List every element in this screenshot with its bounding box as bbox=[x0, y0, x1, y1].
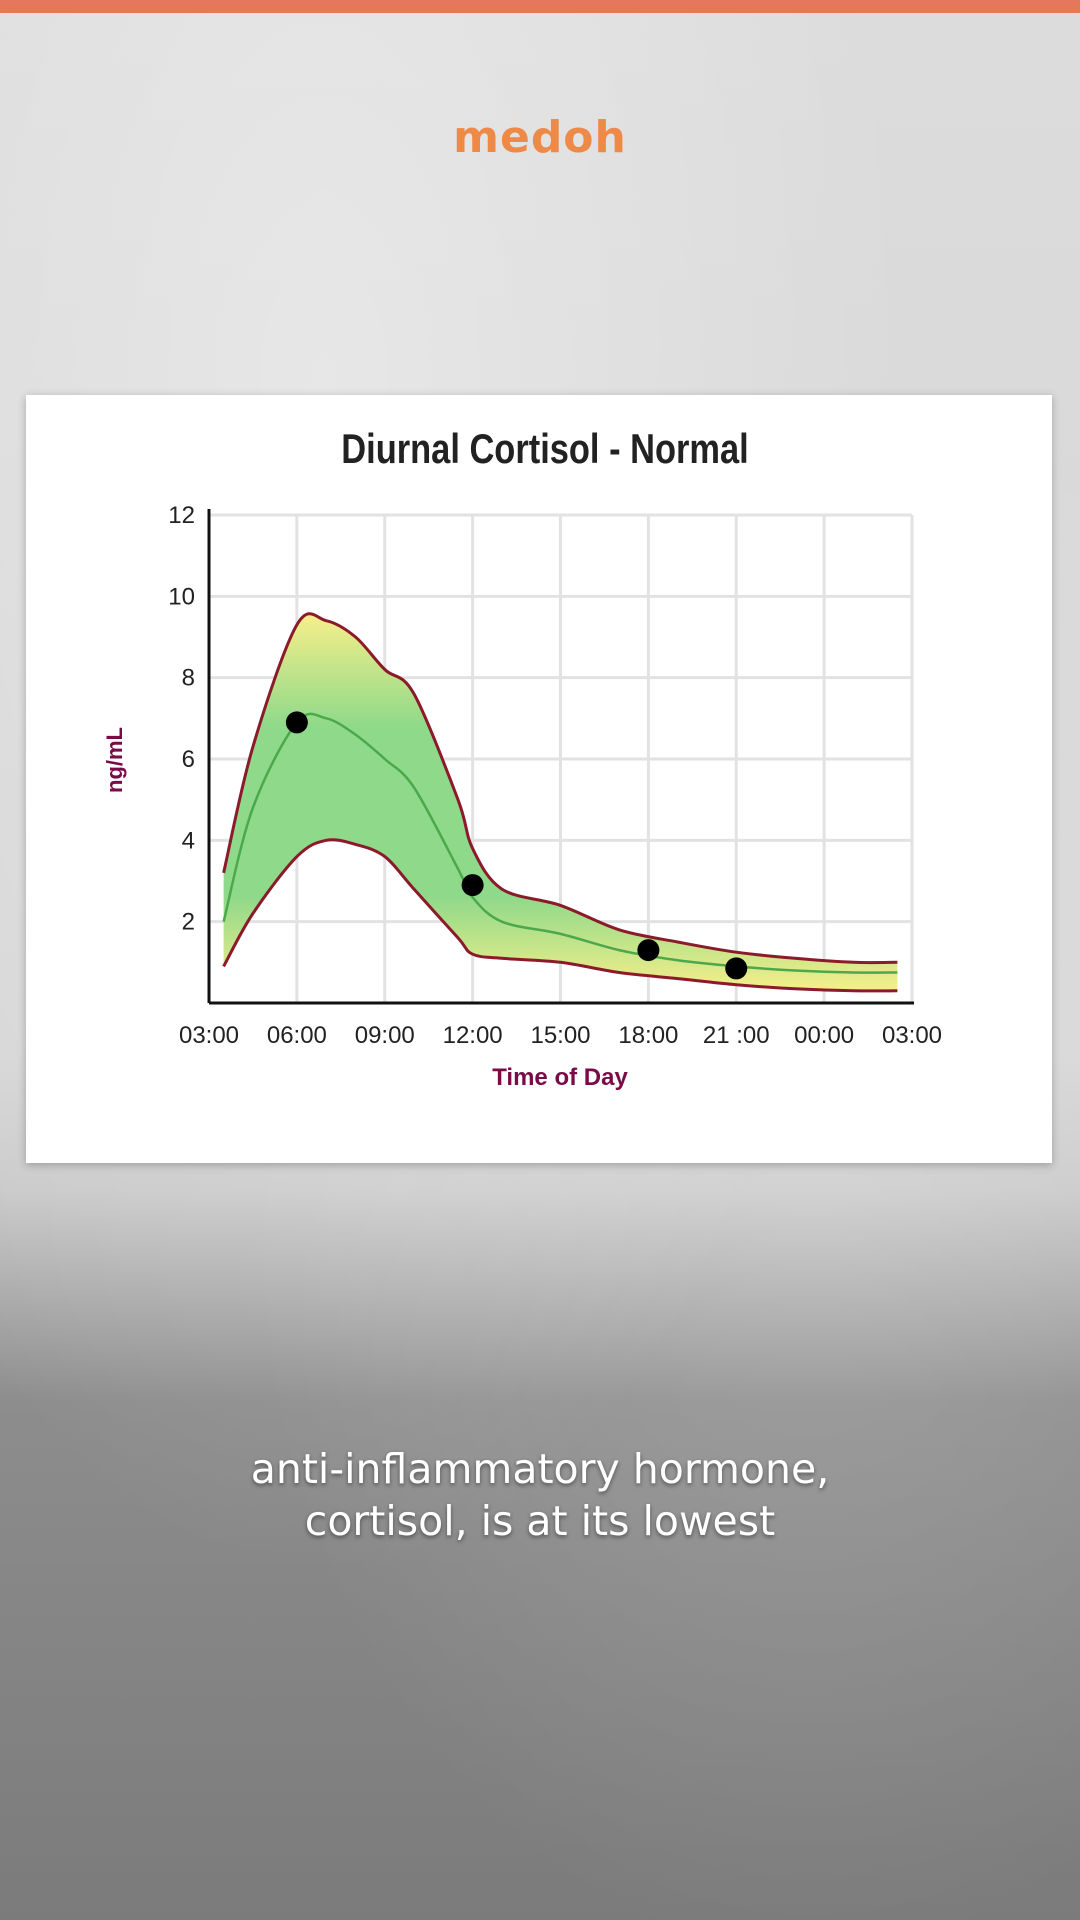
x-tick-label: 12:00 bbox=[443, 1022, 503, 1049]
y-tick-label: 2 bbox=[182, 909, 195, 936]
lower-bound-line bbox=[222, 838, 898, 993]
normal-range-band bbox=[223, 613, 898, 991]
y-tick-label: 8 bbox=[182, 665, 195, 692]
data-point bbox=[285, 711, 308, 734]
x-tick-label: 18:00 bbox=[618, 1022, 678, 1049]
x-tick-label: 03:00 bbox=[179, 1022, 239, 1049]
y-tick-label: 4 bbox=[182, 827, 195, 854]
data-point bbox=[725, 957, 748, 980]
caption-line-1: anti-inflammatory hormone, bbox=[250, 1445, 830, 1493]
x-tick-label: 03:00 bbox=[882, 1022, 942, 1049]
y-tick-label: 6 bbox=[182, 746, 195, 773]
x-tick-label: 15:00 bbox=[530, 1022, 590, 1049]
x-tick-label: 06:00 bbox=[267, 1022, 327, 1049]
y-axis-label: ng/mL bbox=[102, 727, 127, 793]
cortisol-chart: Diurnal Cortisol - Normal 2 4 6 8 10 12 03:00 0… bbox=[102, 426, 942, 1091]
data-point bbox=[461, 874, 484, 897]
x-tick-label: 21 :00 bbox=[703, 1022, 770, 1049]
brand-logo: medoh bbox=[453, 112, 627, 163]
y-tick-label: 12 bbox=[168, 502, 195, 529]
x-tick-label: 09:00 bbox=[355, 1022, 415, 1049]
caption-line-2: cortisol, is at its lowest bbox=[304, 1497, 776, 1545]
top-accent-bar bbox=[0, 0, 1080, 13]
data-point bbox=[637, 939, 660, 962]
chart-card: Diurnal Cortisol - Normal 2 4 6 8 10 12 03:00 0… bbox=[26, 395, 1052, 1163]
x-axis-label: Time of Day bbox=[492, 1064, 628, 1091]
subtitle-caption: anti-inflammatory hormone, cortisol, is … bbox=[0, 1443, 1080, 1547]
y-tick-label: 10 bbox=[168, 583, 195, 610]
chart-title: Diurnal Cortisol - Normal bbox=[341, 426, 748, 473]
upper-bound-line bbox=[222, 612, 898, 965]
x-tick-label: 00:00 bbox=[794, 1022, 854, 1049]
